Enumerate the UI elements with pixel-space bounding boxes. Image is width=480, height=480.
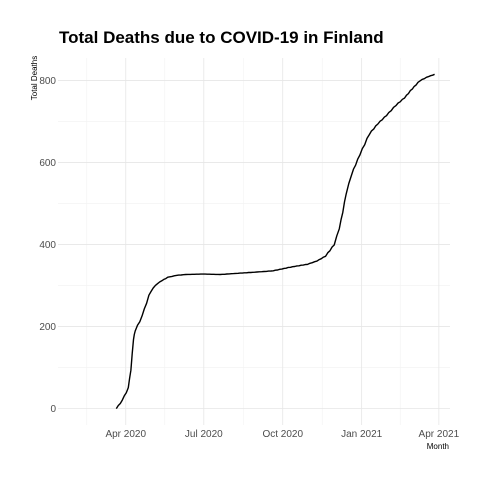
x-tick-labels: Apr 2020 Jul 2020 Oct 2020 Jan 2021 Apr 2021 (105, 429, 459, 440)
y-tick-labels: 0 200 400 600 800 (39, 76, 56, 415)
x-tick-label-1: Jul 2020 (185, 429, 223, 440)
x-tick-label-2: Oct 2020 (262, 429, 303, 440)
y-tick-label-1: 200 (39, 322, 56, 333)
chart-title: Total Deaths due to COVID-19 in Finland (59, 28, 384, 47)
y-tick-label-2: 400 (39, 240, 56, 251)
series-line-total-deaths (115, 73, 435, 409)
x-tick-label-4: Apr 2021 (419, 429, 460, 440)
x-tick-label-3: Jan 2021 (341, 429, 383, 440)
x-tick-label-0: Apr 2020 (105, 429, 146, 440)
x-axis-label: Month (427, 442, 449, 451)
y-axis-label: Total Deaths (30, 56, 39, 100)
y-tick-label-4: 800 (39, 76, 56, 87)
y-tick-label-3: 600 (39, 158, 56, 169)
y-tick-label-0: 0 (50, 404, 56, 415)
plot-grid (58, 58, 450, 425)
